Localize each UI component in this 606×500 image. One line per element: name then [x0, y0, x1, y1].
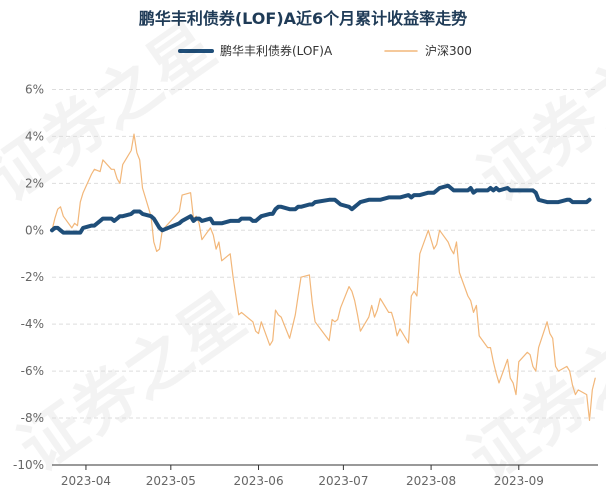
y-tick-label: 4% [25, 129, 44, 143]
legend-label: 沪深300 [425, 44, 472, 58]
y-tick-label: -10% [13, 458, 44, 472]
gridlines [52, 88, 598, 419]
watermark-text: 证券之星 [466, 9, 606, 216]
x-tick-label: 2023-08 [406, 474, 456, 488]
watermark-text: 证券之星 [6, 279, 258, 486]
y-tick-label: 6% [25, 82, 44, 96]
x-tick-label: 2023-04 [61, 474, 111, 488]
watermark-layer: 证券之星证券之星证券之星证券之星 [0, 9, 606, 496]
x-axis: 2023-04 2023-05 2023-06 2023-07 2023-08 2023-… [52, 464, 598, 488]
chart-title: 鹏华丰利债券(LOF)A近6个月累计收益率走势 [139, 9, 467, 28]
legend: 鹏华丰利债券(LOF)A 沪深300 [178, 43, 472, 58]
series-lines [50, 133, 596, 421]
x-tick-label: 2023-05 [146, 474, 196, 488]
x-tick-label: 2023-09 [494, 474, 544, 488]
y-tick-label: 0% [25, 223, 44, 237]
x-tick-label: 2023-06 [233, 474, 283, 488]
y-axis-ticks: 6% 4% 2% 0% -2% -4% -6% -8% -10% [13, 82, 44, 472]
y-tick-label: -8% [21, 411, 44, 425]
y-tick-label: 2% [25, 176, 44, 190]
x-tick-label: 2023-07 [318, 474, 368, 488]
y-tick-label: -2% [21, 270, 44, 284]
y-tick-label: -4% [21, 317, 44, 331]
legend-label: 鹏华丰利债券(LOF)A [220, 43, 333, 58]
series-line-index [51, 133, 596, 421]
series-line-fund [50, 183, 592, 235]
y-tick-label: -6% [21, 364, 44, 378]
